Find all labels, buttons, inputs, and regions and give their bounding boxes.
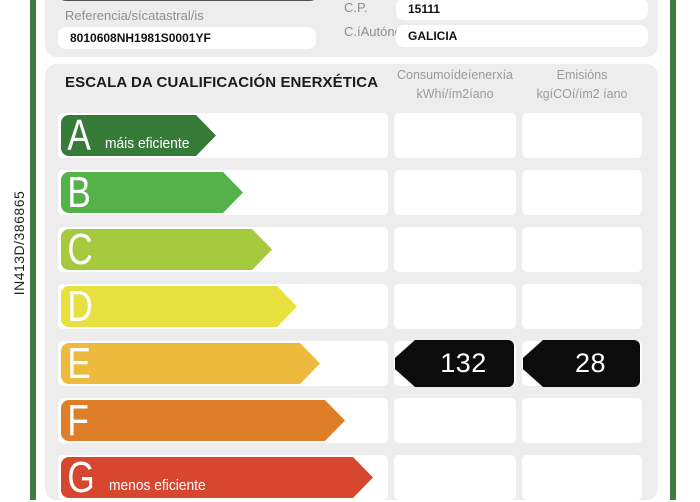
registry-code-vertical-text: IN413D/386865: [11, 190, 27, 296]
grade-row-B: B: [58, 170, 642, 215]
grade-row-C: C: [58, 227, 642, 272]
autonomous-community-field: GALICIA: [396, 25, 648, 47]
consumption-rating-arrow: 132: [395, 340, 514, 387]
grade-letter-F: F: [67, 396, 89, 445]
grade-letter-B: B: [67, 168, 91, 217]
right-accent-line: [670, 0, 676, 500]
grade-row-E: E 132 28: [58, 340, 642, 387]
grade-letter-E: E: [67, 339, 91, 388]
grade-letter-A: A: [67, 111, 91, 160]
grade-letter-D: D: [67, 282, 93, 331]
grade-note-G: menos eficiente: [109, 477, 206, 494]
consumption-column-header: Consumoídeíenerxía kWhí/ím2íano: [394, 66, 516, 104]
consumption-cell-F: [394, 398, 516, 443]
reference-field: 8010608NH1981S0001YF: [58, 27, 316, 49]
consumption-cell-B: [394, 170, 516, 215]
grade-arrow-C: C: [61, 229, 272, 270]
grade-row-F: F: [58, 398, 642, 443]
emissions-cell-C: [522, 227, 642, 272]
grade-arrow-D: D: [61, 286, 297, 327]
emissions-header-line2: kgíCOí/ím2 íano: [536, 87, 628, 101]
postal-code-field: 15111: [396, 0, 648, 20]
grade-row-D: D: [58, 284, 642, 329]
emissions-column-header: Emisións kgíCOí/ím2 íano: [522, 66, 642, 104]
consumption-cell-A: [394, 113, 516, 158]
emissions-cell-D: [522, 284, 642, 329]
emissions-cell-B: [522, 170, 642, 215]
emissions-cell-A: [522, 113, 642, 158]
consumption-header-line1: Consumoídeíenerxía: [396, 68, 514, 82]
consumption-cell-C: [394, 227, 516, 272]
left-accent-line: [30, 0, 36, 500]
emissions-header-line1: Emisións: [556, 68, 608, 82]
grade-arrow-B: B: [61, 172, 243, 213]
consumption-header-line2: kWhí/ím2íano: [416, 87, 494, 101]
reference-label: Referencia/sícatastral/is: [65, 8, 204, 23]
emissions-cell-G: [522, 455, 642, 500]
emissions-rating-arrow: 28: [523, 340, 640, 387]
emissions-cell-F: [522, 398, 642, 443]
scale-title: ESCALA DA CUALIFICACIÓN ENERXÉTICA: [65, 74, 379, 91]
grade-letter-C: C: [67, 225, 93, 274]
grade-letter-G: G: [67, 453, 95, 502]
consumption-cell-D: [394, 284, 516, 329]
postal-code-label: C.P.: [344, 0, 368, 15]
consumption-cell-G: [394, 455, 516, 500]
grade-arrow-E: E: [61, 343, 320, 384]
grade-note-A: máis eficiente: [105, 135, 190, 152]
grade-arrow-F: F: [61, 400, 345, 441]
cadastral-form-panel: Referencia/sícatastral/is 8010608NH1981S…: [45, 0, 658, 57]
cropped-input-field: [58, 0, 318, 1]
